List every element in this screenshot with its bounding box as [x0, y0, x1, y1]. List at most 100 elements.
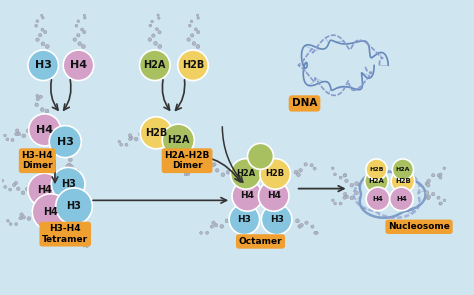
Circle shape	[431, 192, 435, 196]
Circle shape	[162, 124, 194, 156]
Circle shape	[56, 188, 92, 224]
Circle shape	[77, 177, 80, 180]
Circle shape	[74, 230, 78, 234]
Circle shape	[40, 108, 44, 112]
Circle shape	[334, 202, 337, 205]
Circle shape	[187, 166, 191, 169]
Circle shape	[180, 161, 183, 165]
Circle shape	[76, 228, 80, 232]
Circle shape	[76, 175, 79, 178]
Circle shape	[140, 117, 172, 149]
Circle shape	[22, 215, 26, 219]
Circle shape	[191, 34, 194, 37]
Circle shape	[247, 143, 273, 169]
Text: H4: H4	[267, 191, 281, 200]
Circle shape	[78, 42, 82, 45]
Circle shape	[345, 179, 348, 183]
Circle shape	[426, 196, 430, 200]
Circle shape	[28, 173, 62, 207]
Circle shape	[67, 163, 71, 167]
Circle shape	[426, 183, 430, 187]
Circle shape	[331, 167, 334, 170]
Circle shape	[82, 45, 85, 48]
Text: H2B: H2B	[395, 178, 411, 184]
Text: H4: H4	[36, 125, 53, 135]
Circle shape	[35, 24, 37, 27]
Circle shape	[206, 231, 209, 234]
Circle shape	[63, 50, 94, 81]
Text: H2B: H2B	[145, 128, 167, 138]
Text: H2A: H2A	[144, 60, 166, 70]
Circle shape	[314, 231, 317, 234]
Circle shape	[427, 195, 431, 199]
Circle shape	[425, 182, 429, 186]
Circle shape	[439, 173, 442, 176]
Circle shape	[214, 223, 218, 227]
Circle shape	[28, 50, 58, 81]
Circle shape	[181, 156, 185, 160]
Circle shape	[41, 42, 45, 46]
Circle shape	[439, 202, 442, 205]
Circle shape	[345, 195, 348, 199]
Circle shape	[21, 191, 25, 195]
Circle shape	[157, 17, 160, 19]
Text: H3: H3	[237, 215, 251, 224]
Circle shape	[38, 33, 42, 37]
Text: H3: H3	[35, 60, 52, 70]
Text: H2B: H2B	[182, 60, 204, 70]
Text: H3: H3	[270, 215, 283, 224]
Circle shape	[125, 143, 128, 146]
Circle shape	[82, 244, 85, 247]
Circle shape	[36, 97, 39, 101]
Circle shape	[391, 170, 415, 193]
Text: H3: H3	[57, 137, 73, 147]
Circle shape	[315, 232, 318, 234]
Circle shape	[17, 187, 20, 191]
Circle shape	[425, 191, 429, 195]
Circle shape	[304, 163, 307, 166]
Circle shape	[22, 134, 26, 138]
Circle shape	[298, 224, 301, 228]
Circle shape	[188, 24, 191, 27]
Text: H3: H3	[67, 201, 82, 211]
Circle shape	[439, 202, 442, 205]
Circle shape	[19, 217, 22, 220]
Circle shape	[339, 202, 342, 205]
Circle shape	[350, 183, 354, 187]
Text: H2A: H2A	[236, 169, 255, 178]
Circle shape	[26, 187, 29, 191]
Circle shape	[334, 173, 337, 176]
Circle shape	[213, 163, 216, 166]
Circle shape	[86, 245, 88, 248]
Circle shape	[77, 20, 80, 23]
Circle shape	[190, 20, 193, 23]
Circle shape	[343, 196, 346, 199]
Circle shape	[44, 30, 47, 34]
Circle shape	[134, 137, 138, 141]
Circle shape	[178, 50, 208, 81]
Circle shape	[82, 31, 86, 34]
Circle shape	[390, 187, 413, 211]
Circle shape	[343, 174, 346, 177]
Circle shape	[211, 164, 214, 167]
Circle shape	[11, 138, 14, 142]
Circle shape	[178, 162, 181, 165]
Circle shape	[151, 20, 154, 23]
Circle shape	[77, 34, 80, 37]
Text: H4: H4	[70, 60, 87, 70]
Text: DNA: DNA	[292, 99, 317, 109]
Circle shape	[331, 199, 334, 202]
Circle shape	[227, 170, 230, 174]
Circle shape	[36, 38, 39, 41]
Text: H3-H4
Dimer: H3-H4 Dimer	[21, 151, 53, 171]
Circle shape	[70, 165, 73, 168]
Circle shape	[77, 223, 81, 227]
Circle shape	[36, 94, 39, 97]
Circle shape	[75, 24, 78, 27]
Circle shape	[139, 50, 170, 81]
Circle shape	[9, 188, 12, 191]
Circle shape	[155, 28, 158, 31]
Circle shape	[232, 181, 263, 211]
Circle shape	[230, 159, 261, 189]
Circle shape	[14, 181, 18, 185]
